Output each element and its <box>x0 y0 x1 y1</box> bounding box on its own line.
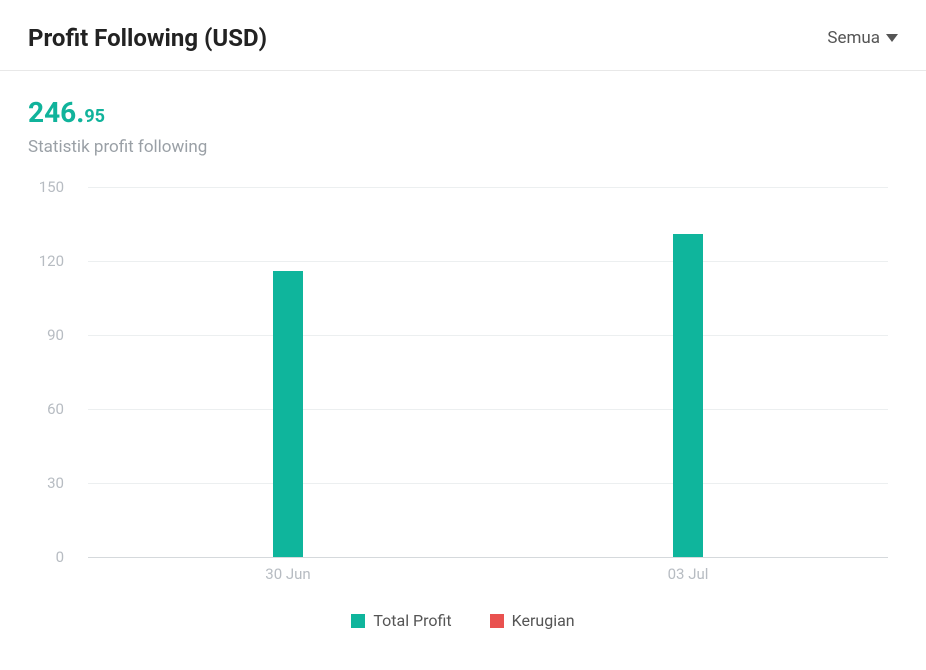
legend-item: Kerugian <box>490 611 575 630</box>
bar <box>673 234 703 557</box>
legend: Total Profit Kerugian <box>0 611 926 630</box>
header: Profit Following (USD) Semua <box>0 0 926 71</box>
chevron-down-icon <box>886 34 898 42</box>
summary: 246.95 Statistik profit following <box>0 71 926 157</box>
y-tick: 90 <box>20 326 64 344</box>
grid-line <box>88 187 888 188</box>
legend-label: Kerugian <box>512 611 575 630</box>
page-title: Profit Following (USD) <box>28 24 267 52</box>
grid-line <box>88 483 888 484</box>
legend-label: Total Profit <box>373 611 451 630</box>
bar <box>273 271 303 557</box>
y-tick: 60 <box>20 400 64 418</box>
profit-amount-minor: 95 <box>84 106 105 127</box>
y-tick: 30 <box>20 474 64 492</box>
grid-line <box>88 261 888 262</box>
bar-chart: 0306090120150 30 Jun03 Jul <box>28 187 898 557</box>
y-tick: 150 <box>20 178 64 196</box>
y-axis: 0306090120150 <box>28 187 72 557</box>
legend-swatch <box>490 614 504 628</box>
filter-label: Semua <box>827 28 880 48</box>
grid-line <box>88 409 888 410</box>
y-tick: 0 <box>20 548 64 566</box>
legend-item: Total Profit <box>351 611 451 630</box>
legend-swatch <box>351 614 365 628</box>
profit-amount: 246.95 <box>28 99 898 127</box>
y-tick: 120 <box>20 252 64 270</box>
filter-dropdown[interactable]: Semua <box>827 28 898 48</box>
x-axis-labels: 30 Jun 03 Jul <box>88 557 888 581</box>
grid-line <box>88 335 888 336</box>
x-tick-label: 30 Jun <box>265 565 310 583</box>
x-tick-label: 03 Jul <box>668 565 709 583</box>
profit-subtitle: Statistik profit following <box>28 137 898 157</box>
plot-area <box>88 187 888 557</box>
profit-amount-major: 246. <box>28 96 84 129</box>
